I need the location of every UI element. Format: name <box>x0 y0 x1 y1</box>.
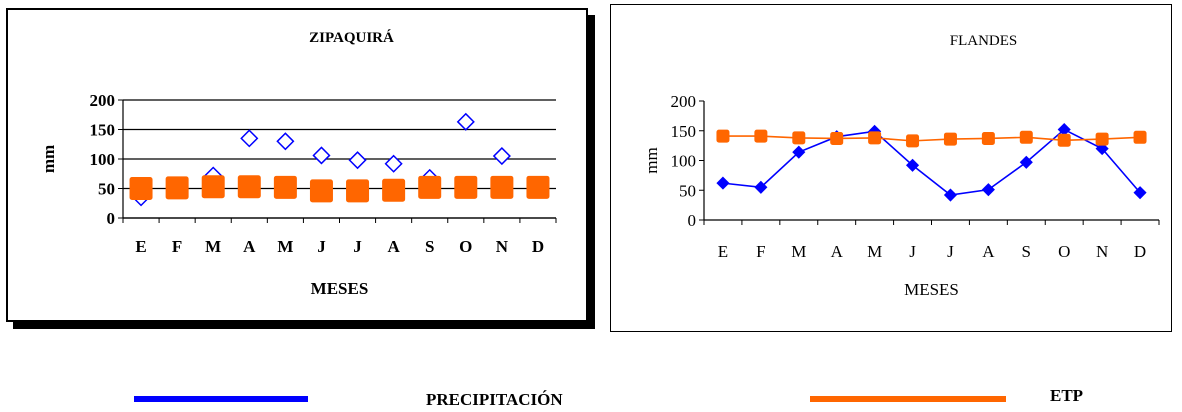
x-tick-label-8: A <box>387 237 400 256</box>
data-point-precipitacion-9 <box>1019 155 1033 169</box>
data-point-precipitacion-6 <box>312 146 331 165</box>
y-tick-label: 50 <box>679 181 696 200</box>
x-tick-label-1: E <box>718 242 728 261</box>
x-tick-label-6: J <box>909 242 916 261</box>
y-tick-label: 200 <box>671 92 697 111</box>
x-tick-label-12: D <box>532 237 544 256</box>
x-axis-title: MESES <box>311 279 369 298</box>
chart-panel-zipaquira: ZIPAQUIRÁ 0 50 100 150 200 E F M A M J J A S O N D MESES mm <box>6 8 588 322</box>
x-tick-label-7: J <box>947 242 954 261</box>
x-tick-label-5: M <box>277 237 293 256</box>
data-point-precipitacion-7 <box>348 151 367 170</box>
data-point-precipitacion-10 <box>456 112 475 131</box>
data-point-etp-4 <box>830 131 844 145</box>
chart-panel-flandes: FLANDES 0 50 100 150 200 E F M A M J J A S O N D MESES mm <box>610 4 1172 332</box>
data-point-etp-10 <box>454 175 478 199</box>
x-tick-label-5: M <box>867 242 882 261</box>
data-point-etp-3 <box>792 131 806 145</box>
data-point-etp-1 <box>129 177 153 200</box>
data-point-precipitacion-11 <box>1095 142 1109 156</box>
y-axis-title: mm <box>642 147 661 173</box>
data-point-etp-6 <box>906 134 920 148</box>
data-point-precipitacion-4 <box>240 129 259 148</box>
data-point-etp-9 <box>418 175 442 199</box>
y-tick-label: 0 <box>107 209 116 228</box>
data-point-etp-8 <box>382 178 406 202</box>
data-point-etp-9 <box>1019 130 1033 144</box>
data-point-etp-12 <box>1133 130 1147 144</box>
legend-line-precipitacion <box>134 396 308 402</box>
x-tick-label-7: J <box>353 237 362 256</box>
data-point-precipitacion-1 <box>716 176 730 190</box>
x-tick-label-10: O <box>1058 242 1070 261</box>
y-tick-label: 200 <box>90 91 116 110</box>
data-point-precipitacion-11 <box>492 146 511 166</box>
x-tick-label-2: F <box>756 242 765 261</box>
data-point-etp-11 <box>490 175 514 199</box>
data-point-precipitacion-7 <box>943 188 958 202</box>
x-tick-label-4: A <box>243 237 256 256</box>
y-tick-label: 150 <box>90 121 116 140</box>
y-tick-label: 150 <box>671 122 697 141</box>
x-tick-label-12: D <box>1134 242 1146 261</box>
data-point-etp-6 <box>309 179 333 203</box>
x-tick-label-3: M <box>791 242 806 261</box>
y-tick-label: 50 <box>98 180 115 199</box>
x-tick-label-9: S <box>1022 242 1031 261</box>
chart-title: ZIPAQUIRÁ <box>309 29 394 46</box>
x-tick-label-11: N <box>496 237 509 256</box>
y-tick-label: 100 <box>671 152 697 171</box>
x-tick-label-11: N <box>1096 242 1108 261</box>
data-point-etp-11 <box>1095 132 1109 146</box>
y-axis-title: mm <box>39 145 58 173</box>
x-tick-label-10: O <box>459 237 472 256</box>
legend-label-precipitacion: PRECIPITACIÓN <box>426 390 563 409</box>
x-tick-label-2: F <box>172 237 182 256</box>
x-tick-label-4: A <box>831 242 844 261</box>
data-point-etp-2 <box>165 176 189 200</box>
data-point-etp-7 <box>943 132 957 146</box>
data-point-etp-10 <box>1057 133 1071 147</box>
legend-line-etp <box>810 396 1006 402</box>
x-tick-label-3: M <box>205 237 221 256</box>
x-axis-title: MESES <box>904 280 959 299</box>
chart-title: FLANDES <box>950 33 1018 49</box>
data-point-precipitacion-8 <box>384 154 403 173</box>
y-tick-label: 100 <box>90 150 116 169</box>
data-point-precipitacion-5 <box>276 132 295 151</box>
chart-zipaquira: ZIPAQUIRÁ 0 50 100 150 200 E F M A M J J A S O N D MESES mm <box>39 29 557 298</box>
chart-flandes: FLANDES 0 50 100 150 200 E F M A M J J A S O N D MESES mm <box>642 33 1160 299</box>
y-tick-label: 0 <box>688 211 697 230</box>
data-point-precipitacion-8 <box>981 183 995 197</box>
data-point-precipitacion-3 <box>792 145 806 159</box>
data-point-etp-2 <box>754 129 768 143</box>
x-tick-label-1: E <box>135 237 146 256</box>
data-point-etp-12 <box>526 175 550 199</box>
data-point-etp-4 <box>237 175 261 199</box>
data-point-etp-7 <box>346 179 370 203</box>
data-point-precipitacion-6 <box>905 158 920 172</box>
data-point-etp-3 <box>201 175 225 199</box>
legend-label-etp: ETP <box>1050 386 1084 405</box>
x-tick-label-6: J <box>317 237 326 256</box>
data-point-etp-8 <box>981 131 995 145</box>
series-line-precipitacion <box>722 128 1141 196</box>
data-point-etp-5 <box>868 131 882 145</box>
data-point-precipitacion-12 <box>1133 186 1147 200</box>
x-tick-label-9: S <box>425 237 434 256</box>
data-point-etp-5 <box>273 175 297 199</box>
x-tick-label-8: A <box>982 242 995 261</box>
data-point-etp-1 <box>716 129 730 143</box>
data-point-precipitacion-2 <box>754 180 768 194</box>
